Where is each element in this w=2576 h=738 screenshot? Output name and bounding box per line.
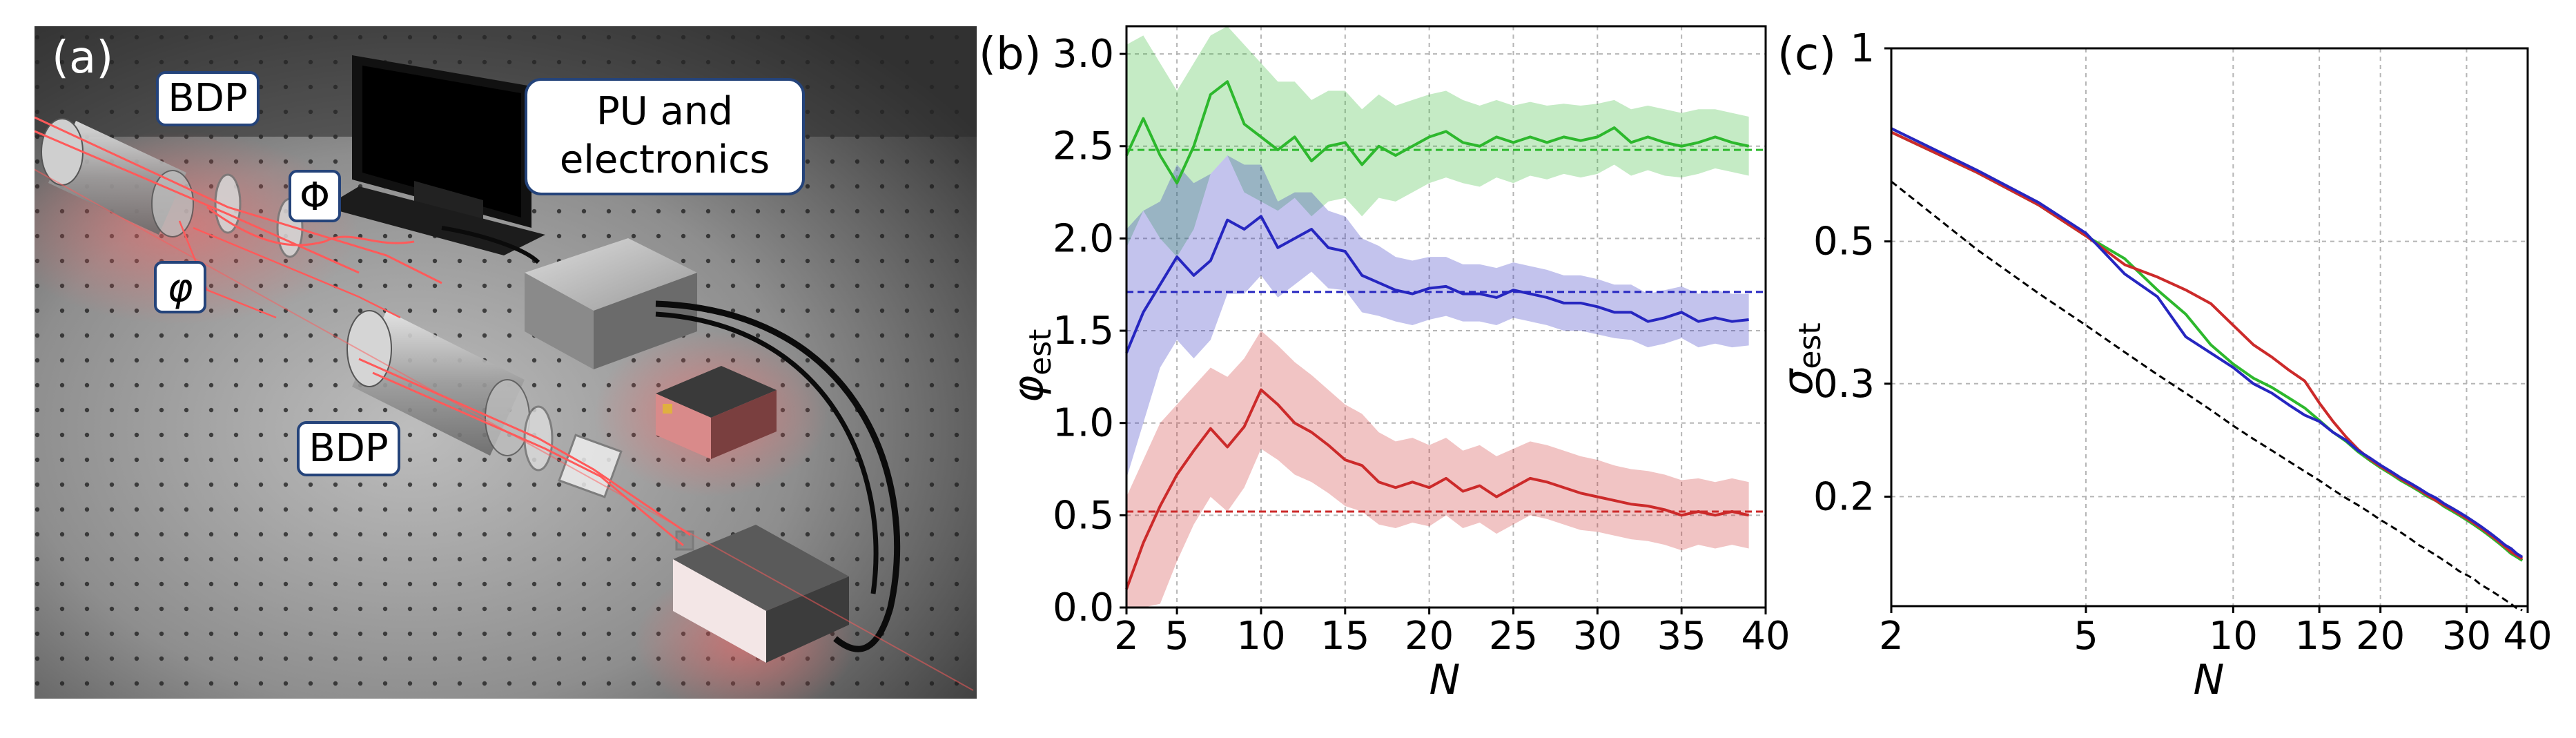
panel-c-xtick-label: 2 <box>1879 614 1904 659</box>
callout-capital-phi-text: Φ <box>300 175 330 220</box>
panel-c-ytick-label: 1 <box>1850 26 1875 71</box>
callout-bdp-top: BDP <box>156 71 260 126</box>
panel-b-band-red <box>1126 331 1749 608</box>
panel-c-grid <box>1891 48 2528 606</box>
panel-c-line-bound <box>1891 180 2523 612</box>
callout-capital-phi: Φ <box>289 170 341 222</box>
panel-c-ytick-label: 0.2 <box>1813 474 1875 519</box>
panel-c-x-ticks: 2 5 10 15 20 30 40 <box>1879 606 2553 659</box>
panel-b-xlabel: N <box>1430 656 1461 704</box>
panel-b-xtick-label: 10 <box>1236 614 1285 659</box>
panel-c-line-blue <box>1891 127 2524 559</box>
panel-b-lines <box>1125 80 1750 590</box>
panel-b-line-green <box>1125 80 1750 185</box>
panel-b-xtick-label: 15 <box>1320 614 1369 659</box>
panel-b-band-blue <box>1126 155 1749 478</box>
callout-small-phi-text: φ <box>168 266 193 311</box>
panel-c-ytick-label: 0.5 <box>1813 220 1875 264</box>
panel-c-ylabel: σest <box>1774 322 1828 395</box>
panel-b-xtick-label: 5 <box>1164 614 1189 659</box>
panel-c-ytick-label: 0.3 <box>1813 362 1875 407</box>
panel-c-lines <box>1891 127 2524 612</box>
processing-unit-box <box>525 238 697 369</box>
panel-c-xlabel: N <box>2194 656 2225 704</box>
panel-b-ytick-label: 0.5 <box>1053 493 1114 538</box>
panel-b-ytick-label: 0.0 <box>1053 585 1114 630</box>
panel-b-x-ticks: 2 5 10 15 20 25 30 35 40 <box>1114 608 1790 659</box>
panel-b-ytick-label: 1.0 <box>1053 401 1114 446</box>
bdp-cylinder-lower <box>347 310 530 456</box>
panel-c-label: (c) <box>1777 29 1836 80</box>
panel-c-xtick-label: 20 <box>2356 614 2405 659</box>
panel-b-xtick-label: 35 <box>1657 614 1706 659</box>
panel-b-xtick-label: 2 <box>1114 614 1139 659</box>
panel-b-xtick-label: 25 <box>1489 614 1538 659</box>
panel-c-xtick-label: 5 <box>2074 614 2098 659</box>
panel-b-axes-frame <box>1125 25 1767 609</box>
panel-b-y-ticks: 0.0 0.5 1.0 1.5 2.0 2.5 3.0 <box>1053 32 1126 630</box>
panel-b-line-red <box>1125 388 1750 590</box>
panel-b-label: (b) <box>979 29 1042 80</box>
callout-small-phi: φ <box>154 261 206 313</box>
panel-b-line-blue <box>1125 215 1749 353</box>
panel-b-band-green <box>1126 26 1749 258</box>
detector-box <box>673 525 849 663</box>
callout-pu-line2: electronics <box>560 137 770 182</box>
bdp-cylinder-upper <box>41 118 194 237</box>
electronics-box <box>656 366 777 459</box>
panel-c: (c) 2 5 10 15 20 30 40 0.2 0.3 0.5 1 N σest <box>1774 26 2553 704</box>
monitor <box>324 55 545 255</box>
panel-b-ytick-label: 1.5 <box>1053 309 1114 353</box>
callout-pu-line1: PU and <box>596 89 733 134</box>
fiber-cable <box>655 300 901 652</box>
panel-a-label: (a) <box>52 32 113 84</box>
panel-b: (b) 2 5 10 15 20 25 30 35 40 0.0 0.5 1.0 1.5 2.0 2.5 3… <box>979 25 1790 704</box>
panel-c-xtick-label: 15 <box>2294 614 2343 659</box>
panel-b-ytick-label: 2.5 <box>1053 124 1114 169</box>
callout-bdp-bottom: BDP <box>297 421 400 476</box>
panel-b-xtick-label: 40 <box>1741 614 1790 659</box>
callout-bdp-top-text: BDP <box>168 76 247 121</box>
panel-c-y-ticks: 0.2 0.3 0.5 1 <box>1813 26 1891 519</box>
panel-b-ylabel: φest <box>1004 329 1058 403</box>
panel-c-axes-frame <box>1890 47 2529 608</box>
panel-b-xtick-label: 20 <box>1405 614 1454 659</box>
panel-b-ytick-label: 3.0 <box>1053 32 1114 77</box>
panel-b-ytick-label: 2.0 <box>1053 216 1114 261</box>
panel-b-bands <box>1126 26 1749 608</box>
panel-b-xtick-label: 30 <box>1573 614 1622 659</box>
panel-a-photo: BDP PU and electronics Φ φ BDP <box>35 26 977 699</box>
panel-b-true-values <box>1126 148 1766 513</box>
panel-c-xtick-label: 10 <box>2209 614 2258 659</box>
panel-c-xtick-label: 40 <box>2503 614 2552 659</box>
callout-bdp-bottom-text: BDP <box>309 426 388 471</box>
panel-c-xtick-label: 30 <box>2442 614 2491 659</box>
callout-pu-electronics: PU and electronics <box>525 78 805 195</box>
laser-beams <box>35 116 974 691</box>
